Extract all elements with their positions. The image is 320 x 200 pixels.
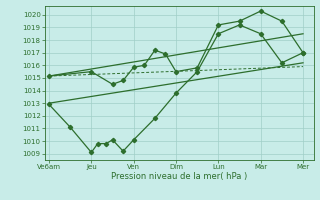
X-axis label: Pression niveau de la mer( hPa ): Pression niveau de la mer( hPa )	[111, 172, 247, 181]
